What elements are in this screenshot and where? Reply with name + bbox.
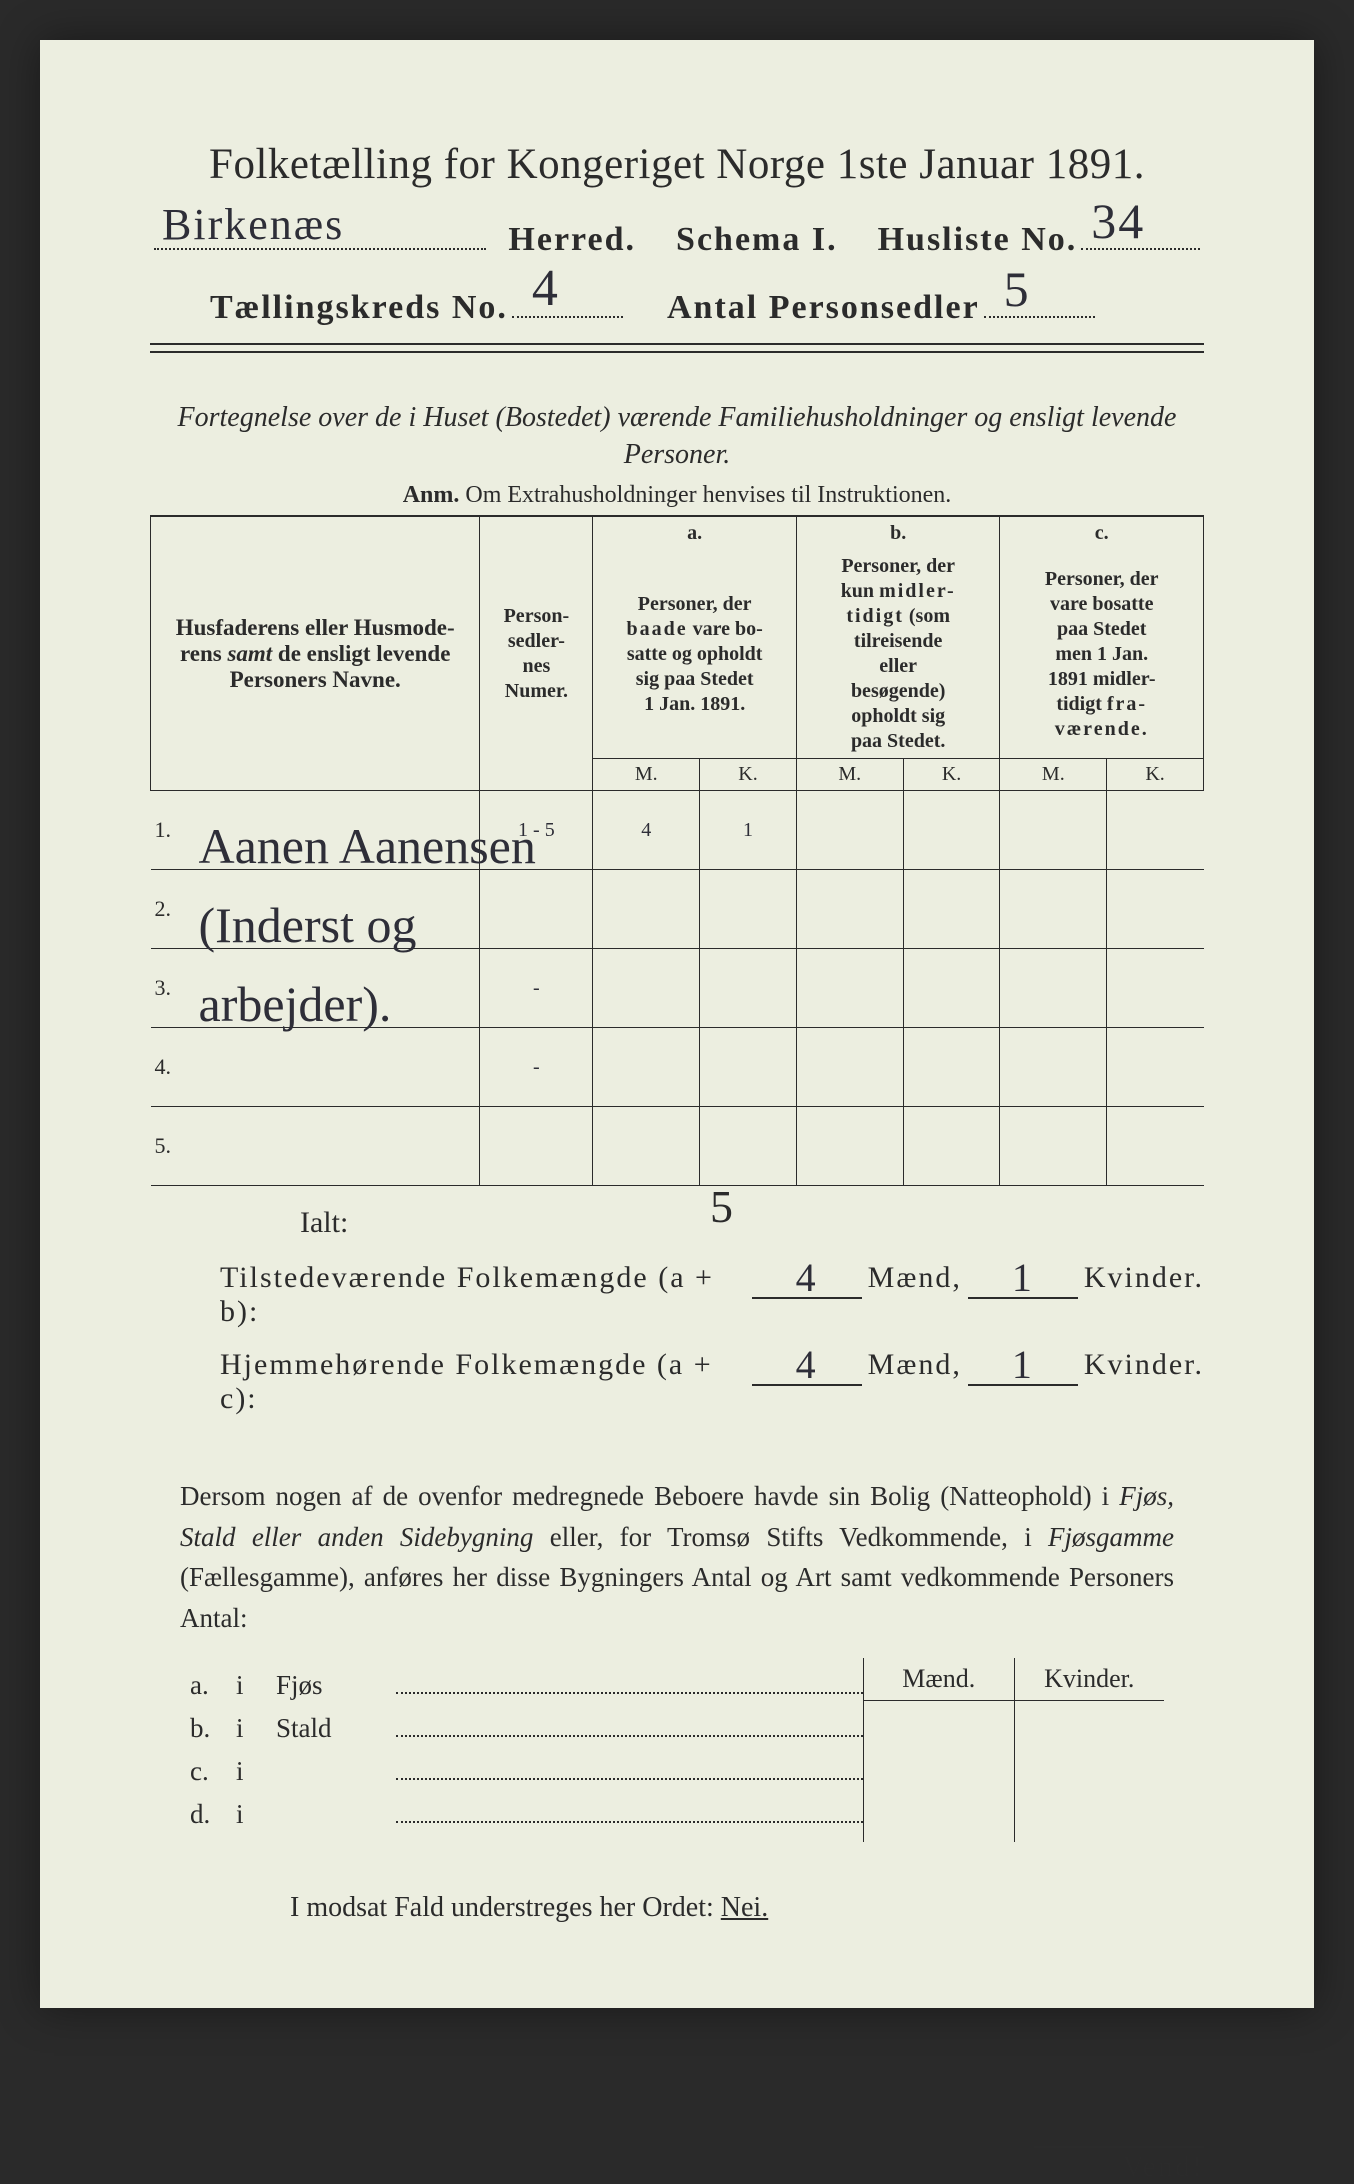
dersom-paragraph: Dersom nogen af de ovenfor medregnede Be… xyxy=(180,1476,1174,1638)
anm-text: Anm. Anm. Om Extrahusholdninger henvises… xyxy=(150,482,1204,509)
col-names: Husfaderens eller Husmode-rens samt de e… xyxy=(151,516,480,791)
tk-label: Tællingskreds No. xyxy=(210,289,508,327)
col-a-top: a. xyxy=(593,516,797,550)
header-line-2: Tællingskreds No. 4 Antal Personsedler 5 xyxy=(210,275,1194,327)
husliste-value: 34 xyxy=(1091,192,1145,250)
c-m: M. xyxy=(1000,759,1107,791)
col-b: Personer, derkun midler-tidigt (somtilre… xyxy=(796,550,1000,759)
five-annotation: 5 xyxy=(710,1180,733,1233)
vend-rule xyxy=(1034,2146,1204,2148)
b-m: M. xyxy=(796,759,903,791)
ap-value: 5 xyxy=(1004,260,1031,318)
fjos-table: a.iFjøs b.iStald c.i d.i Mænd. Kvinder. xyxy=(190,1658,1164,1842)
ialt-label: Ialt: xyxy=(300,1206,1204,1240)
main-table: Husfaderens eller Husmode-rens samt de e… xyxy=(150,515,1204,1186)
a-m: M. xyxy=(593,759,700,791)
sum-present: Tilstedeværende Folkemængde (a + b): 4 M… xyxy=(220,1250,1204,1329)
herred-label: Herred. xyxy=(508,221,636,259)
table-row: 5. xyxy=(151,1107,1204,1186)
modsat-line: I modsat Fald understreges her Ordet: Ne… xyxy=(290,1892,1204,1924)
fortegnelse-text: Fortegnelse over de i Huset (Bostedet) v… xyxy=(170,399,1184,475)
census-form-page: Folketælling for Kongeriget Norge 1ste J… xyxy=(40,40,1314,2008)
content: Folketælling for Kongeriget Norge 1ste J… xyxy=(150,140,1204,1924)
vend-label: Vend! xyxy=(1122,2150,1204,2184)
tk-value: 4 xyxy=(532,259,560,318)
schema-label: Schema I. xyxy=(676,221,838,259)
fjos-row: d.i xyxy=(190,1799,863,1830)
col-c-top: c. xyxy=(1000,516,1204,550)
table-row: 1.Aanen Aanensen1 - 541 xyxy=(151,791,1204,870)
fjos-kv: Kvinder. xyxy=(1015,1658,1165,1701)
divider xyxy=(150,343,1204,353)
fjos-row: c.i xyxy=(190,1756,863,1787)
herred-value: Birkenæs xyxy=(162,199,344,250)
fjos-row: b.iStald xyxy=(190,1713,863,1744)
fjos-mend: Mænd. xyxy=(864,1658,1014,1701)
c-k: K. xyxy=(1107,759,1204,791)
col-b-top: b. xyxy=(796,516,1000,550)
header-line-1: Birkenæs Herred. Schema I. Husliste No. … xyxy=(150,207,1204,259)
sum-resident: Hjemmehørende Folkemængde (a + c): 4 Mæn… xyxy=(220,1337,1204,1416)
table-row: 3.arbejder).- xyxy=(151,949,1204,1028)
fjos-row: a.iFjøs xyxy=(190,1670,863,1701)
col-ps: Person-sedler-nesNumer. xyxy=(480,516,593,791)
b-k: K. xyxy=(903,759,1000,791)
col-c: Personer, dervare bosattepaa Stedetmen 1… xyxy=(1000,550,1204,759)
ap-label: Antal Personsedler xyxy=(667,289,980,327)
a-k: K. xyxy=(700,759,797,791)
table-row: 2.(Inderst og xyxy=(151,870,1204,949)
table-row: 4.- xyxy=(151,1028,1204,1107)
col-a: Personer, derbaade vare bo-satte og opho… xyxy=(593,550,797,759)
husliste-label: Husliste No. xyxy=(878,221,1078,259)
page-title: Folketælling for Kongeriget Norge 1ste J… xyxy=(150,140,1204,189)
